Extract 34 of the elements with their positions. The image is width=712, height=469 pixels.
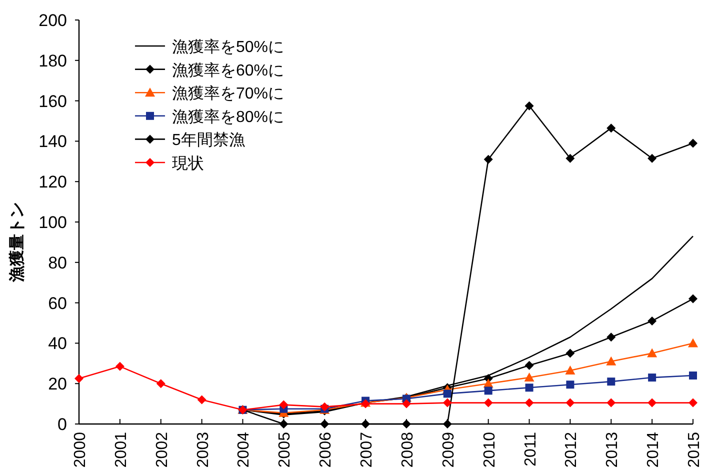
x-tick-label: 2002 bbox=[154, 432, 171, 468]
x-tick-label: 2000 bbox=[72, 432, 89, 468]
legend-label: 漁獲率を60%に bbox=[172, 61, 284, 80]
y-tick-label: 160 bbox=[38, 92, 67, 111]
y-tick-label: 0 bbox=[58, 415, 67, 434]
y-tick-label: 20 bbox=[48, 374, 67, 394]
x-tick-label: 2008 bbox=[399, 432, 416, 468]
legend-label: 現状 bbox=[172, 154, 204, 172]
x-tick-label: 2001 bbox=[112, 432, 130, 468]
legend-label: 5年間禁漁 bbox=[172, 131, 245, 150]
x-tick-label: 2005 bbox=[276, 432, 294, 468]
legend-label: 漁獲率を70%に bbox=[172, 84, 284, 103]
y-tick-label: 180 bbox=[38, 51, 67, 70]
y-tick-label: 200 bbox=[38, 11, 67, 30]
x-tick-label: 2006 bbox=[318, 432, 335, 468]
legend-label: 漁獲率を80%に bbox=[172, 108, 284, 126]
y-tick-label: 40 bbox=[48, 334, 67, 354]
y-axis-title: 漁獲量トン bbox=[8, 202, 26, 283]
y-tick-label: 120 bbox=[38, 172, 67, 192]
x-tick-label: 2003 bbox=[194, 432, 212, 468]
x-tick-label: 2015 bbox=[686, 432, 703, 468]
x-tick-label: 2010 bbox=[481, 432, 498, 468]
y-tick-label: 80 bbox=[48, 253, 67, 272]
x-tick-label: 2004 bbox=[236, 432, 253, 468]
y-tick-label: 100 bbox=[38, 213, 67, 232]
x-tick-label: 2009 bbox=[440, 432, 458, 468]
y-tick-label: 60 bbox=[48, 294, 67, 313]
x-tick-label: 2013 bbox=[604, 432, 622, 468]
x-tick-label: 2014 bbox=[645, 432, 662, 468]
x-tick-label: 2011 bbox=[522, 432, 540, 466]
legend-label: 漁獲率を50%に bbox=[172, 38, 284, 56]
x-tick-label: 2012 bbox=[563, 432, 580, 468]
x-tick-label: 2007 bbox=[358, 432, 376, 468]
y-tick-label: 140 bbox=[38, 132, 67, 152]
